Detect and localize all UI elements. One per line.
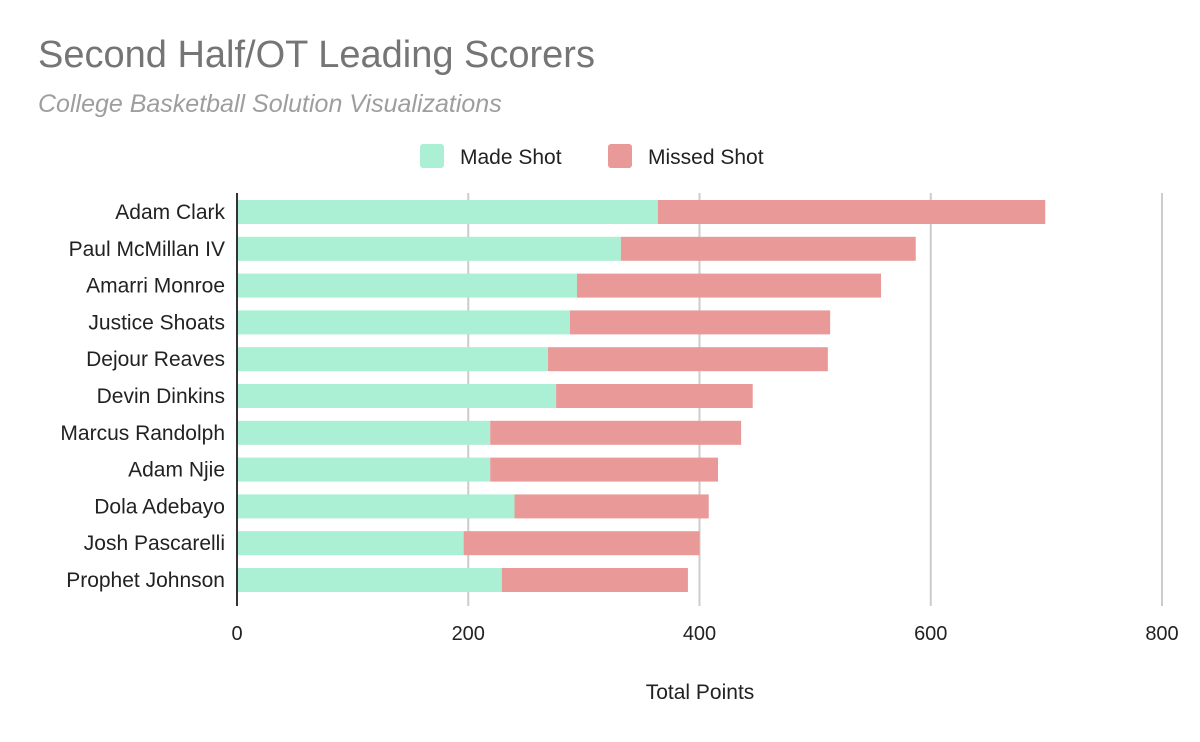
bar-made-shot	[237, 384, 557, 408]
axes: 0 200 400 600 800 Adam Clark Paul McMillan IV A…	[60, 193, 1179, 704]
bars	[237, 200, 1046, 592]
legend-label: Missed Shot	[648, 146, 764, 169]
bar-missed-shot	[570, 310, 831, 335]
chart-subtitle: College Basketball Solution Visualizatio…	[38, 90, 502, 118]
y-tick-label: Justice Shoats	[88, 311, 225, 334]
y-tick-label: Adam Clark	[115, 201, 225, 224]
x-tick-label: 0	[231, 623, 242, 645]
bar-missed-shot	[490, 457, 718, 482]
x-tick-label: 200	[452, 623, 485, 645]
bar-made-shot	[237, 273, 577, 298]
y-tick-label: Dola Adebayo	[94, 495, 225, 518]
y-tick-label: Dejour Reaves	[86, 348, 225, 371]
x-tick-label: 800	[1145, 623, 1178, 645]
bar-made-shot	[237, 347, 549, 372]
bar-made-shot	[237, 568, 502, 592]
bar-missed-shot	[463, 531, 700, 556]
bar-missed-shot	[576, 273, 882, 298]
bar-made-shot	[237, 420, 491, 445]
bar-made-shot	[237, 531, 464, 556]
y-tick-label: Prophet Johnson	[66, 569, 225, 592]
y-tick-label: Adam Njie	[128, 459, 225, 482]
bar-made-shot	[237, 236, 621, 261]
bar-missed-shot	[556, 384, 753, 408]
bar-missed-shot	[514, 494, 709, 519]
legend-swatch	[420, 144, 444, 168]
bar-missed-shot	[620, 236, 916, 261]
chart-title: Second Half/OT Leading Scorers	[38, 34, 595, 76]
bar-made-shot	[237, 457, 491, 482]
y-tick-label: Josh Pascarelli	[84, 532, 225, 555]
bar-missed-shot	[657, 200, 1046, 224]
bar-made-shot	[237, 310, 570, 335]
legend-swatch	[608, 144, 632, 168]
bar-missed-shot	[501, 568, 688, 592]
y-tick-label: Devin Dinkins	[97, 385, 225, 408]
x-axis-title: Total Points	[646, 681, 755, 704]
y-tick-label: Amarri Monroe	[86, 275, 225, 298]
legend-label: Made Shot	[460, 146, 562, 169]
y-tick-label: Marcus Randolph	[60, 422, 225, 445]
y-tick-label: Paul McMillan IV	[69, 238, 225, 261]
x-tick-label: 600	[914, 623, 947, 645]
x-tick-label: 400	[683, 623, 716, 645]
bar-missed-shot	[548, 347, 828, 372]
legend[interactable]: Made Shot Missed Shot	[420, 144, 764, 169]
bar-made-shot	[237, 200, 658, 224]
bar-made-shot	[237, 494, 515, 519]
bar-missed-shot	[490, 420, 742, 445]
